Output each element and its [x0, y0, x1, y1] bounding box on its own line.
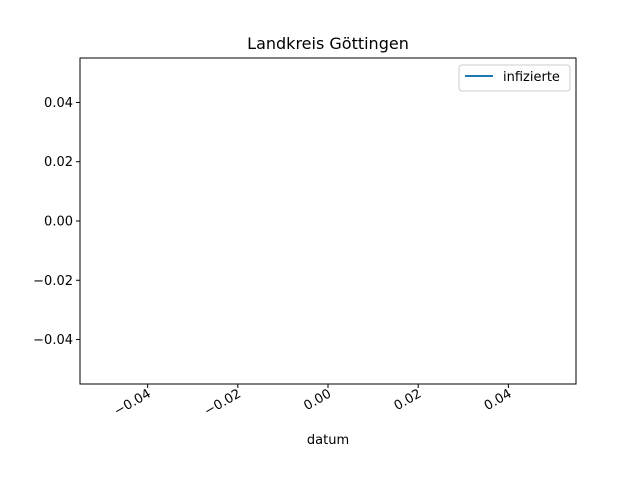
- legend-box: [458, 64, 571, 92]
- y-tick-label: −0.04: [33, 333, 73, 348]
- legend: infizierte: [458, 64, 571, 92]
- y-tick-label: −0.02: [33, 274, 73, 289]
- y-tick-label: 0.04: [44, 96, 73, 111]
- y-axis-ticks: −0.04 −0.02 0.00 0.02 0.04: [33, 96, 80, 348]
- chart-title: Landkreis Göttingen: [247, 34, 409, 53]
- x-axis-label: datum: [307, 433, 349, 448]
- y-tick-label: 0.02: [44, 155, 73, 170]
- legend-label-infizierte: infizierte: [503, 70, 560, 85]
- y-tick-label: 0.00: [44, 215, 73, 230]
